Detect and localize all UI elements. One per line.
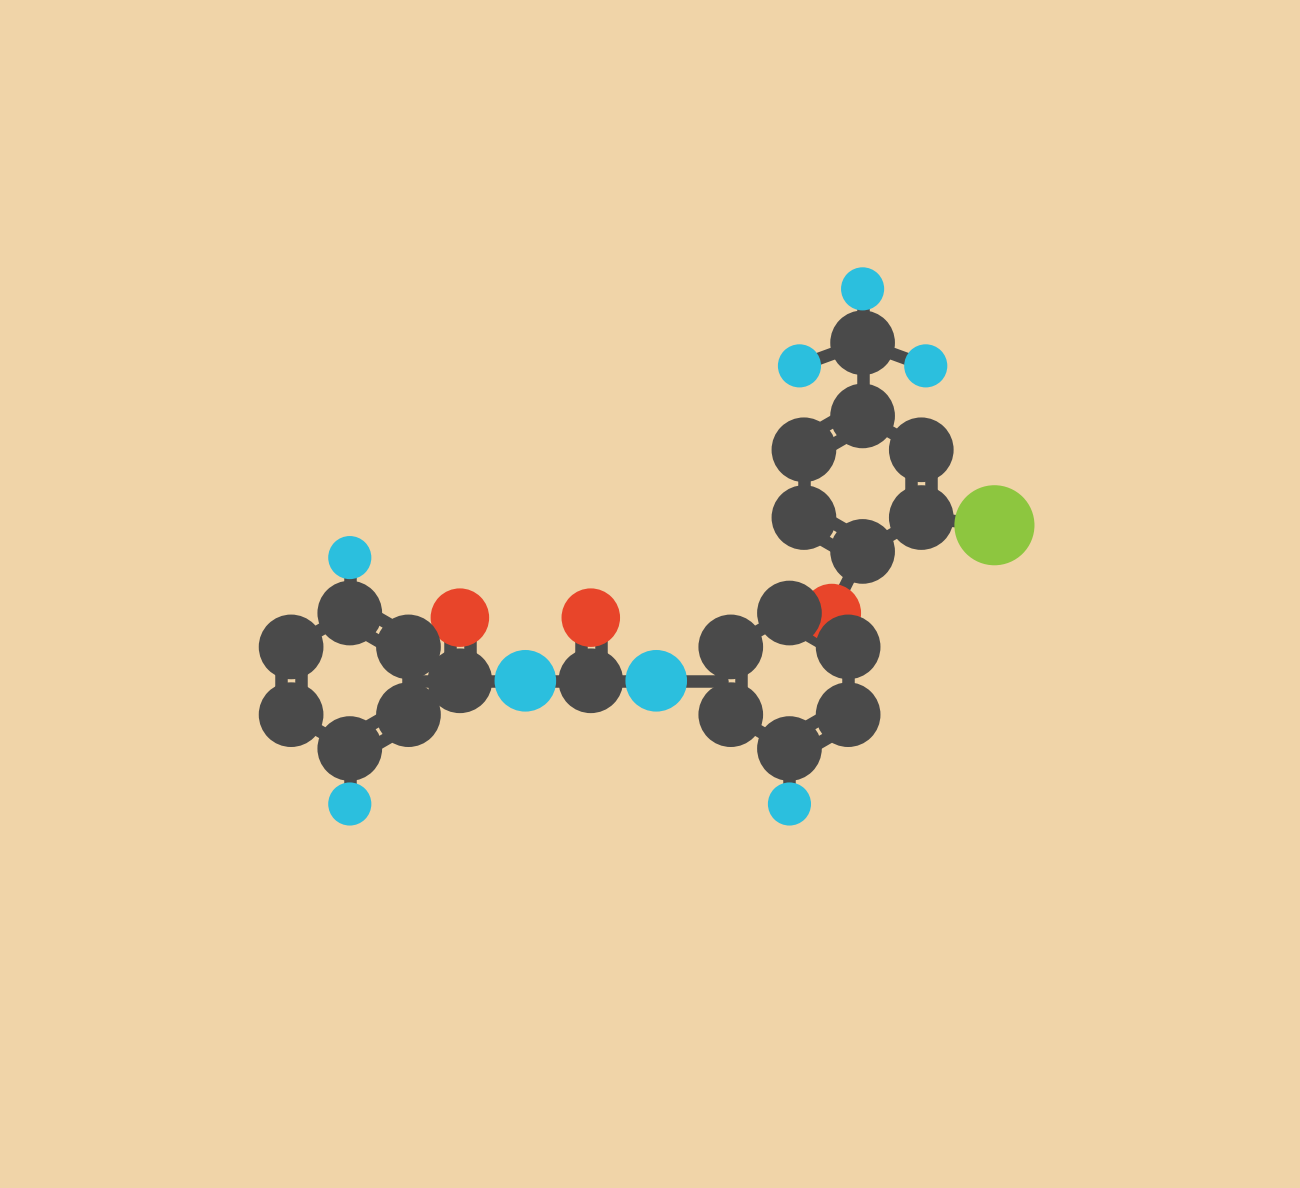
Ellipse shape: [816, 682, 880, 747]
Ellipse shape: [777, 345, 822, 387]
Ellipse shape: [831, 519, 894, 583]
Ellipse shape: [317, 716, 382, 781]
Ellipse shape: [831, 384, 894, 448]
Ellipse shape: [802, 583, 861, 643]
Ellipse shape: [430, 588, 489, 647]
Ellipse shape: [559, 649, 623, 713]
Ellipse shape: [841, 267, 884, 310]
Ellipse shape: [757, 716, 822, 781]
Ellipse shape: [376, 614, 441, 680]
Ellipse shape: [328, 536, 372, 580]
Ellipse shape: [768, 783, 811, 826]
Ellipse shape: [428, 649, 493, 713]
Ellipse shape: [816, 614, 880, 680]
Ellipse shape: [698, 682, 763, 747]
Ellipse shape: [562, 588, 620, 647]
Ellipse shape: [889, 417, 954, 482]
Ellipse shape: [905, 345, 948, 387]
Ellipse shape: [757, 581, 822, 645]
Ellipse shape: [259, 614, 324, 680]
Ellipse shape: [954, 485, 1035, 565]
Ellipse shape: [494, 650, 556, 712]
Ellipse shape: [772, 485, 836, 550]
Ellipse shape: [831, 310, 894, 375]
Ellipse shape: [625, 650, 686, 712]
Ellipse shape: [317, 581, 382, 645]
Ellipse shape: [328, 783, 372, 826]
Ellipse shape: [698, 614, 763, 680]
Ellipse shape: [889, 485, 954, 550]
Ellipse shape: [259, 682, 324, 747]
Ellipse shape: [772, 417, 836, 482]
Ellipse shape: [376, 682, 441, 747]
